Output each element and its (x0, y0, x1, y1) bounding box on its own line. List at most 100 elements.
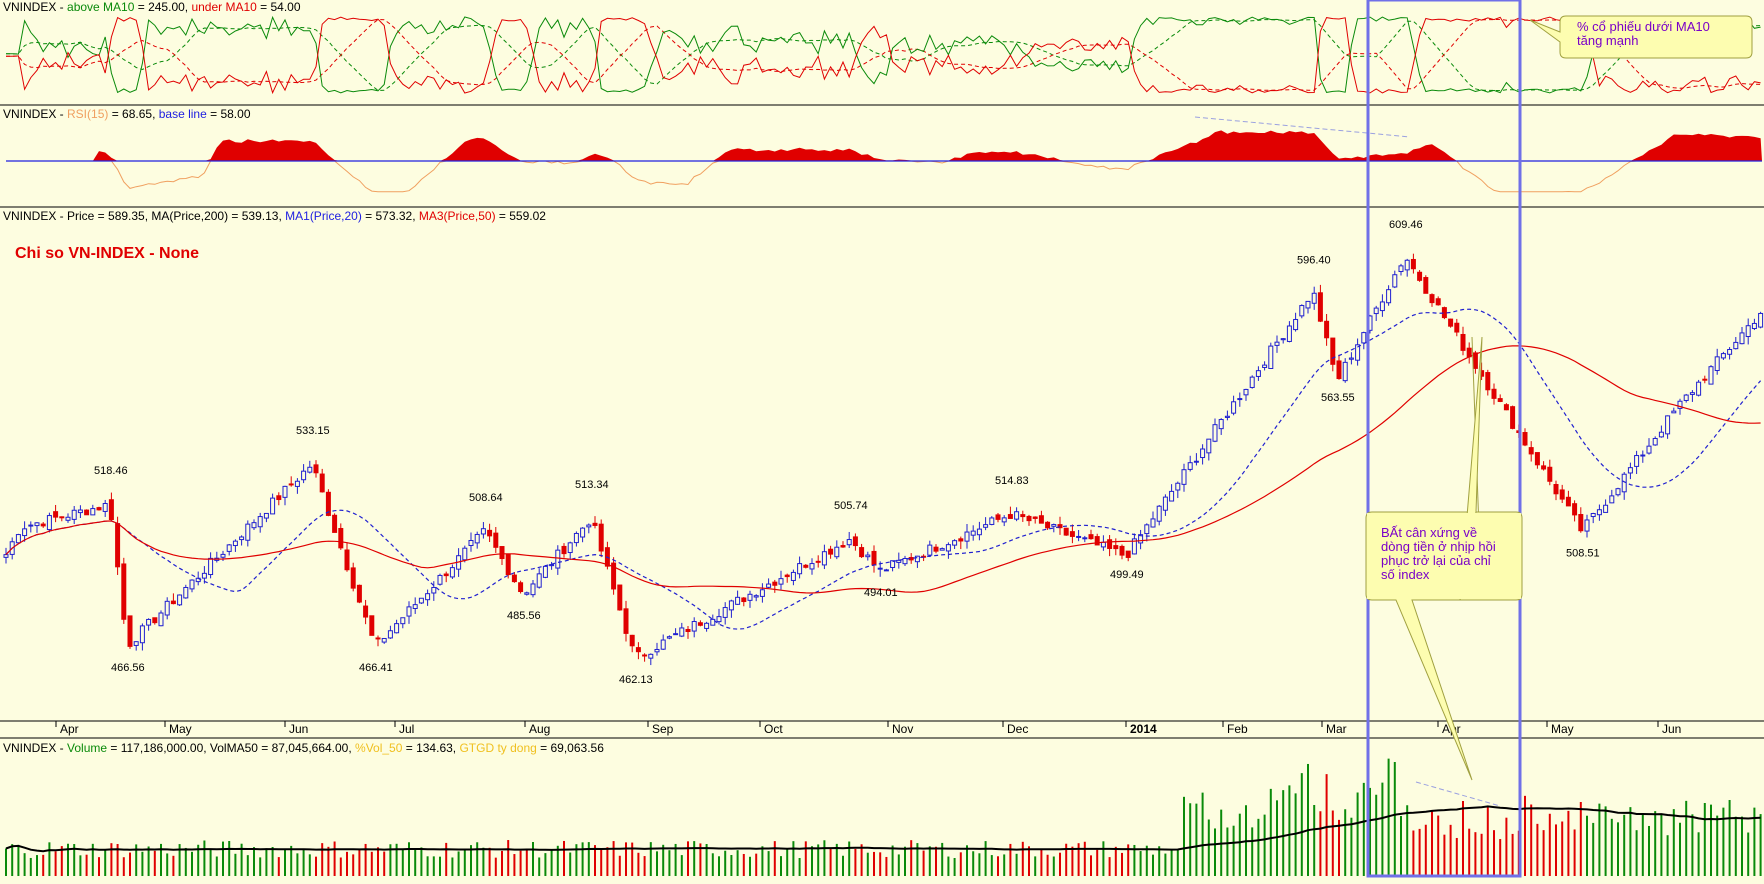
candle-up (716, 616, 722, 623)
candle-down (1330, 337, 1336, 365)
candle-up (146, 618, 152, 626)
candle-up (1082, 537, 1088, 540)
candle-down (344, 549, 350, 571)
candle-up (1249, 376, 1255, 388)
month-label: Feb (1227, 722, 1248, 736)
candle-down (697, 622, 703, 626)
candle-down (443, 573, 449, 577)
month-axis: AprMayJunJulAugSepOctNovDec2014FebMarApr… (55, 721, 1681, 736)
breadth-above-value: = 245.00, (134, 0, 191, 14)
candle-up (1609, 495, 1615, 504)
month-label: Nov (892, 722, 913, 736)
candle-down (1702, 378, 1708, 381)
candle-up (1224, 415, 1230, 418)
candle-down (1317, 292, 1323, 322)
candle-up (282, 485, 288, 498)
candle-down (499, 546, 505, 560)
candle-down (1503, 404, 1509, 411)
breadth-under-ma-line (6, 18, 1761, 91)
candle-down (611, 562, 617, 590)
price-label: 499.49 (1110, 569, 1144, 581)
candle-up (797, 563, 803, 575)
candle-down (40, 523, 46, 527)
candle-up (1634, 455, 1640, 467)
candle-down (958, 538, 964, 542)
breadth-under-line (5, 16, 1761, 95)
candle-up (232, 540, 238, 547)
rsi-label: RSI(15) (67, 107, 108, 121)
candle-up (28, 524, 34, 527)
candle-up (46, 515, 52, 531)
price-label: 533.15 (296, 425, 330, 437)
candle-down (598, 523, 604, 552)
candle-up (22, 528, 28, 537)
candle-up (177, 594, 183, 606)
candle-up (1131, 538, 1137, 555)
candle-up (766, 583, 772, 588)
price-label: 563.55 (1321, 392, 1355, 404)
candle-up (704, 622, 710, 629)
candle-down (288, 483, 294, 486)
candle-down (933, 546, 939, 552)
rsi-divergence-line (1194, 116, 1411, 138)
month-label: Aug (529, 722, 550, 736)
candle-up (34, 522, 40, 527)
candle-down (1429, 294, 1435, 304)
candle-up (890, 560, 896, 568)
candle-up (914, 555, 920, 563)
highlight-box (1366, 0, 1522, 878)
candle-up (1355, 344, 1361, 361)
candle-up (257, 516, 263, 528)
candle-down (1541, 465, 1547, 470)
candle-down (375, 637, 381, 640)
candle-up (1404, 259, 1410, 271)
candle-down (350, 567, 356, 589)
candle-down (1497, 398, 1503, 402)
ma3-label: MA3(Price,50) (419, 209, 496, 223)
candle-up (220, 553, 226, 558)
candle-up (387, 630, 393, 639)
candle-down (1559, 489, 1565, 500)
candle-up (1739, 332, 1745, 345)
candle-up (418, 597, 424, 604)
price-label: 596.40 (1297, 254, 1331, 266)
candle-up (586, 524, 592, 528)
candle-up (468, 540, 474, 547)
breadth-note-line-2: tăng mạnh (1577, 33, 1638, 48)
candle-up (1745, 325, 1751, 338)
candle-up (1671, 410, 1677, 414)
candle-down (642, 654, 648, 657)
candle-up (1305, 300, 1311, 309)
candle-up (90, 508, 96, 516)
candle-up (710, 618, 716, 626)
candle-up (1615, 488, 1621, 496)
candle-up (1758, 312, 1764, 328)
candle-up (1373, 307, 1379, 315)
rsi-panel: VNINDEX - RSI(15) = 68.65, base line = 5… (3, 107, 1762, 193)
candle-up (15, 534, 21, 544)
candle-up (673, 633, 679, 636)
candle-down (96, 507, 102, 511)
candle-down (511, 574, 517, 583)
candle-down (1454, 322, 1460, 333)
month-label: Jun (1662, 722, 1681, 736)
candle-up (77, 509, 83, 514)
rsi-fill (6, 130, 1762, 161)
breadth-above-ma-line (5, 19, 1761, 92)
candle-down (635, 647, 641, 653)
candle-down (1119, 545, 1125, 556)
breadth-prefix: VNINDEX - (3, 0, 67, 14)
candle-up (865, 554, 871, 558)
candle-up (1268, 345, 1274, 369)
candle-up (790, 571, 796, 581)
rsi-base-value: = 58.00 (207, 107, 251, 121)
candle-down (1057, 524, 1063, 529)
candle-up (164, 600, 170, 616)
volume-panel: VNINDEX - Volume = 117,186,000.00, VolMA… (3, 741, 1762, 876)
candle-down (1578, 514, 1584, 532)
candle-up (877, 567, 883, 570)
candle-up (573, 532, 579, 544)
candle-up (580, 527, 586, 538)
price-callout-fill (1367, 513, 1521, 599)
